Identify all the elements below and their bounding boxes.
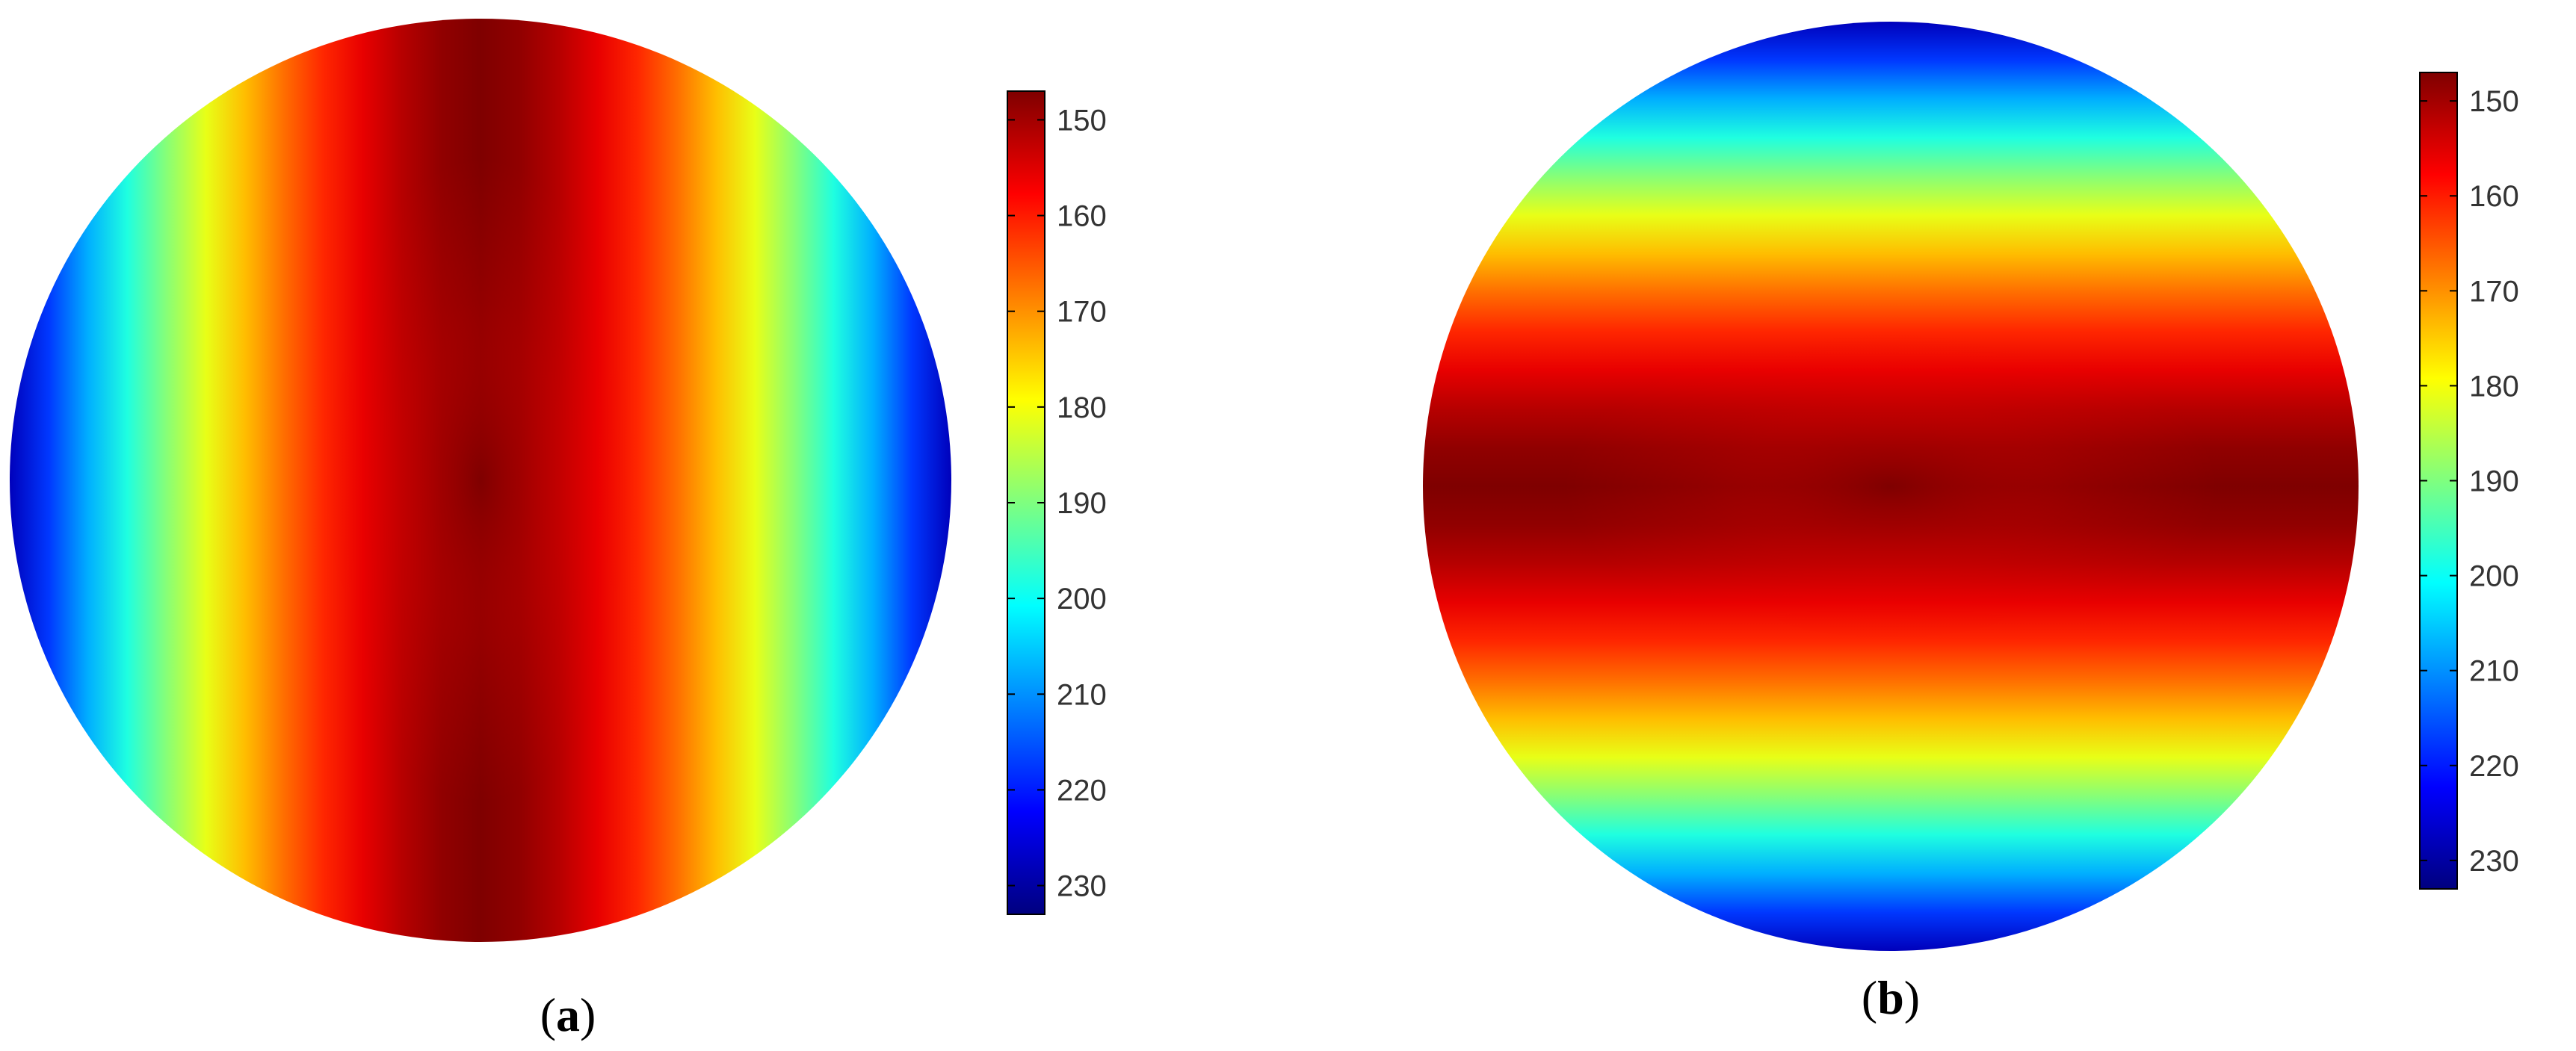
panel-b: 150 160 170 180 190 200 210 220 230 (b) xyxy=(1423,22,2519,1024)
panel-label-a-letter: a xyxy=(556,988,580,1041)
disk-b-heatmap xyxy=(1423,22,2359,951)
colorbar-tick-label-b: 200 xyxy=(2469,560,2519,593)
colorbar-tick-label-a: 180 xyxy=(1057,391,1107,424)
colorbar-tick-label-a: 190 xyxy=(1057,487,1107,520)
panel-a: 150 160 170 180 190 200 210 220 230 (a) xyxy=(10,19,1107,1041)
colorbar-tick-label-b: 220 xyxy=(2469,750,2519,783)
colorbar-tick-label-a: 170 xyxy=(1057,296,1107,329)
heatmap-core-b xyxy=(1563,328,2219,645)
colorbar-tick-label-b: 180 xyxy=(2469,370,2519,403)
colorbar-b: 150 160 170 180 190 200 210 220 230 xyxy=(2419,72,2519,890)
colorbar-tick-label-b: 230 xyxy=(2469,845,2519,878)
colorbar-tick-label-a: 210 xyxy=(1057,678,1107,711)
colorbar-tick-label-b: 190 xyxy=(2469,465,2519,498)
colorbar-tick-label-a: 230 xyxy=(1057,870,1107,903)
colorbar-tick-label-a: 160 xyxy=(1057,200,1107,233)
colorbar-tick-label-a: 200 xyxy=(1057,583,1107,616)
colorbar-tick-label-a: 150 xyxy=(1057,104,1107,137)
disk-a-heatmap xyxy=(10,19,951,942)
colorbar-tick-label-b: 170 xyxy=(2469,275,2519,308)
colorbar-a: 150 160 170 180 190 200 210 220 230 xyxy=(1007,90,1107,915)
panel-label-a: (a) xyxy=(540,988,596,1041)
panel-label-b: (b) xyxy=(1862,971,1920,1024)
heatmap-core-a xyxy=(320,157,641,804)
panel-label-b-letter: b xyxy=(1877,971,1904,1024)
colorbar-tick-label-b: 210 xyxy=(2469,655,2519,688)
colorbar-tick-label-b: 160 xyxy=(2469,180,2519,213)
colorbar-tick-label-b: 150 xyxy=(2469,85,2519,118)
colorbar-tick-label-a: 220 xyxy=(1057,774,1107,807)
